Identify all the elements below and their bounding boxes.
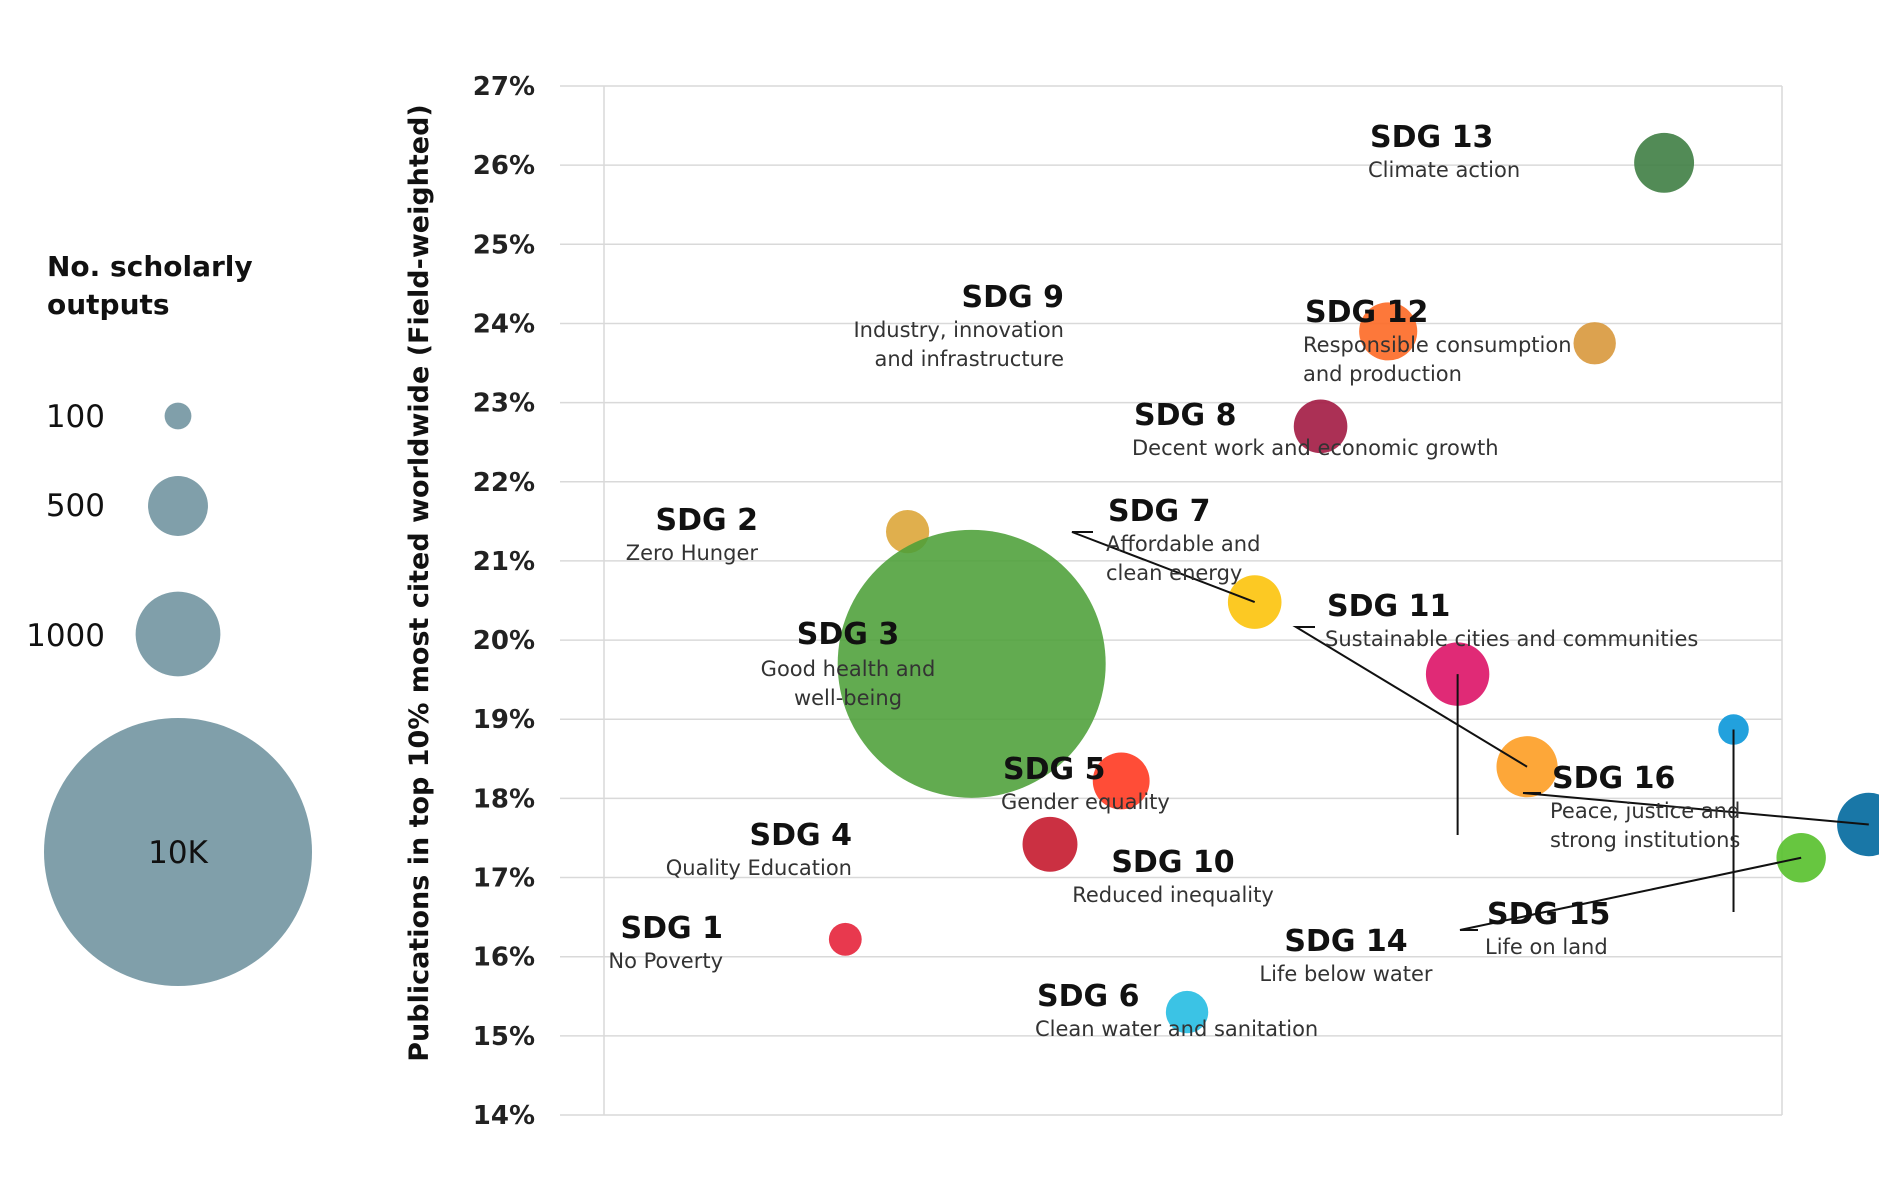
label-sdg-11: SDG 11 xyxy=(1327,589,1450,624)
label-sdg-15: SDG 15 xyxy=(1487,897,1610,932)
plot-grid xyxy=(560,85,1783,1116)
label-sdg-8: SDG 8 xyxy=(1134,398,1236,433)
label-sdg-16: SDG 16 xyxy=(1552,761,1675,796)
label-sdg-5: SDG 5 xyxy=(1003,752,1105,787)
label-sdg-16-desc-2: strong institutions xyxy=(1550,828,1740,852)
size-legend-circle-1000 xyxy=(135,591,221,677)
bubble-sdg-12 xyxy=(1573,322,1616,365)
label-sdg-5-desc-1: Gender equality xyxy=(1001,790,1170,814)
y-tick-label-18: 18% xyxy=(473,784,535,814)
y-tick-label-17: 17% xyxy=(473,864,535,894)
label-sdg-9: SDG 9 xyxy=(962,280,1064,315)
y-tick-label-25: 25% xyxy=(473,230,535,260)
y-tick-label-26: 26% xyxy=(473,151,535,181)
bubble-labels: SDG 1 No Poverty SDG 2 Zero Hunger SDG 3 Good… xyxy=(608,120,1740,1041)
y-tick-label-21: 21% xyxy=(473,547,535,577)
y-axis-title: Publications in top 10% most cited world… xyxy=(404,104,435,1062)
label-sdg-3-desc-2: well-being xyxy=(794,686,902,710)
label-sdg-4-desc-1: Quality Education xyxy=(666,856,852,880)
size-legend-circle-500 xyxy=(148,476,208,536)
bubble-sdg-13 xyxy=(1634,132,1695,193)
y-tick-label-15: 15% xyxy=(473,1022,535,1052)
y-tick-label-27: 27% xyxy=(473,72,535,102)
y-tick-label-16: 16% xyxy=(473,943,535,973)
label-sdg-2-desc-1: Zero Hunger xyxy=(626,541,759,565)
y-tick-label-23: 23% xyxy=(473,389,535,419)
bubble-sdg-10 xyxy=(1425,642,1490,706)
leader-sdg-15 xyxy=(1459,856,1802,931)
size-legend: No. scholarly outputs 100 500 1000 10K xyxy=(26,250,312,986)
label-sdg-12: SDG 12 xyxy=(1305,295,1428,330)
y-tick-label-14: 14% xyxy=(473,1101,535,1131)
leader-lines xyxy=(1071,531,1869,931)
bubble-sdg-4 xyxy=(1022,816,1078,872)
label-sdg-14-desc-1: Life below water xyxy=(1259,962,1433,986)
label-sdg-13-desc-1: Climate action xyxy=(1368,158,1520,182)
label-sdg-1-desc-1: No Poverty xyxy=(608,949,723,973)
size-legend-title-line-2: outputs xyxy=(47,288,170,321)
label-sdg-7-desc-2: clean energy xyxy=(1106,561,1242,585)
label-sdg-8-desc-1: Decent work and economic growth xyxy=(1132,436,1499,460)
label-sdg-12-desc-2: and production xyxy=(1303,362,1462,386)
y-axis-ticks: 27% 26% 25% 24% 23% 22% 21% 20% 19% 18% 17% 16% 15% 1… xyxy=(473,72,535,1131)
size-legend-circle-10k xyxy=(44,718,312,986)
label-sdg-1: SDG 1 xyxy=(621,911,723,946)
leader-sdg-16 xyxy=(1522,792,1869,826)
label-sdg-16-desc-1: Peace, justice and xyxy=(1550,799,1740,823)
label-sdg-2: SDG 2 xyxy=(656,503,758,538)
y-tick-label-19: 19% xyxy=(473,705,535,735)
bubble-sdg-8 xyxy=(1293,399,1348,454)
size-legend-label-500: 500 xyxy=(46,488,105,524)
leader-sdg-7 xyxy=(1071,531,1256,604)
label-sdg-9-desc-1: Industry, innovation xyxy=(853,318,1064,342)
label-sdg-7: SDG 7 xyxy=(1108,494,1210,529)
label-sdg-6-desc-1: Clean water and sanitation xyxy=(1035,1017,1318,1041)
size-legend-label-1000: 1000 xyxy=(26,618,105,654)
bubble-sdg-9 xyxy=(1359,302,1418,361)
label-sdg-3-desc-1: Good health and xyxy=(761,657,936,681)
label-sdg-13: SDG 13 xyxy=(1370,120,1493,155)
label-sdg-11-desc-1: Sustainable cities and communities xyxy=(1325,627,1698,651)
label-sdg-4: SDG 4 xyxy=(750,818,852,853)
label-sdg-12-desc-1: Responsible consumption xyxy=(1303,333,1572,357)
y-tick-label-22: 22% xyxy=(473,468,535,498)
size-legend-label-100: 100 xyxy=(46,399,105,435)
label-sdg-3: SDG 3 xyxy=(797,617,899,652)
label-sdg-10-desc-1: Reduced inequality xyxy=(1072,883,1274,907)
bubble-sdg-5 xyxy=(1092,752,1150,810)
size-legend-label-10k: 10K xyxy=(148,835,208,871)
label-sdg-7-desc-1: Affordable and xyxy=(1106,532,1260,556)
size-legend-circle-100 xyxy=(164,402,192,430)
bubble-sdg-3 xyxy=(837,529,1106,798)
leader-sdg-11 xyxy=(1292,626,1528,768)
y-tick-label-24: 24% xyxy=(473,309,535,339)
y-tick-label-20: 20% xyxy=(473,626,535,656)
label-sdg-15-desc-1: Life on land xyxy=(1485,935,1608,959)
label-sdg-6: SDG 6 xyxy=(1037,979,1139,1014)
label-sdg-9-desc-2: and infrastructure xyxy=(874,347,1064,371)
label-sdg-14: SDG 14 xyxy=(1284,924,1407,959)
bubble-sdg-1 xyxy=(828,922,862,956)
size-legend-title-line-1: No. scholarly xyxy=(47,250,253,283)
bubble-sdg-6 xyxy=(1165,990,1209,1034)
label-sdg-10: SDG 10 xyxy=(1111,845,1234,880)
bubbles xyxy=(828,132,1879,1034)
